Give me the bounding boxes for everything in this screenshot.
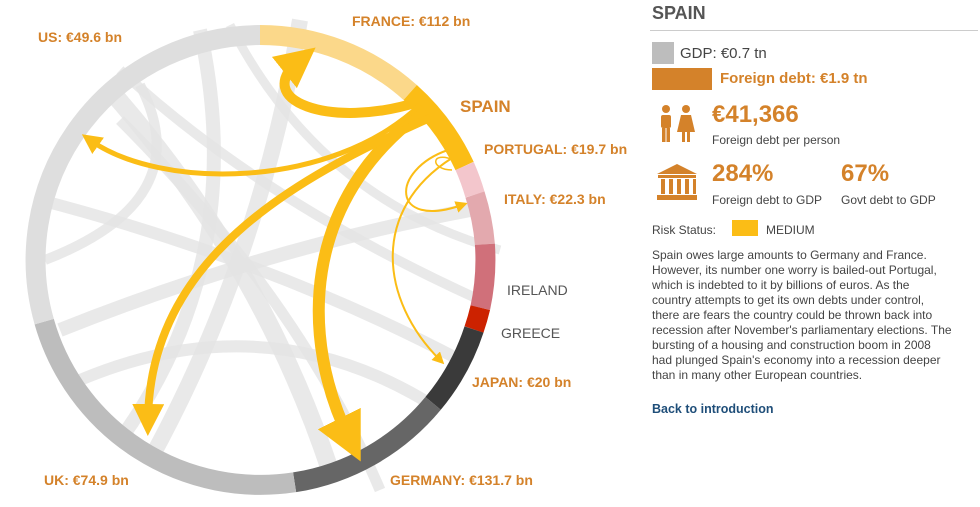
description-line: recession after November's parliamentary… <box>652 323 952 337</box>
foreign-debt-value: Foreign debt: €1.9 tn <box>720 70 868 87</box>
bg-flow <box>57 203 472 337</box>
risk-status-swatch <box>732 220 758 236</box>
debt-per-person-value: €41,366 <box>712 101 799 128</box>
risk-status-label: Risk Status: <box>652 223 717 237</box>
description-line: However, its number one worry is bailed-… <box>652 263 937 277</box>
ring-segment-portugal[interactable] <box>455 161 485 198</box>
label-uk[interactable]: UK: €74.9 bn <box>44 472 129 488</box>
ring-segment-italy[interactable] <box>465 191 495 246</box>
debt-chord-diagram: US: €49.6 bn FRANCE: €112 bn SPAIN PORTU… <box>25 13 627 495</box>
label-france[interactable]: FRANCE: €112 bn <box>352 13 470 29</box>
bg-flow <box>225 22 502 255</box>
title-divider <box>650 30 978 31</box>
flow-spain-portugal[interactable] <box>435 156 455 171</box>
flow-spain-france[interactable] <box>271 47 420 118</box>
bg-flow <box>43 82 162 265</box>
flow-spain-germany[interactable] <box>312 105 429 462</box>
label-japan[interactable]: JAPAN: €20 bn <box>472 374 571 390</box>
country-info-panel: SPAIN GDP: €0.7 tn Foreign debt: €1.9 tn… <box>650 0 978 507</box>
description-line: Spain owes large amounts to Germany and … <box>652 248 927 262</box>
bank-icon <box>657 164 697 200</box>
foreign-debt-swatch <box>652 68 712 90</box>
label-italy[interactable]: ITALY: €22.3 bn <box>504 191 606 207</box>
gdp-swatch <box>652 42 674 64</box>
label-spain[interactable]: SPAIN <box>460 97 511 116</box>
ring-segment-uk[interactable] <box>34 318 297 495</box>
description-line: had plunged Spain's economy into a reces… <box>652 353 941 367</box>
bg-flow <box>77 340 444 416</box>
people-icon <box>661 105 695 142</box>
govt-debt-gdp-label: Govt debt to GDP <box>841 193 936 207</box>
label-ireland[interactable]: IRELAND <box>507 282 568 298</box>
foreign-debt-gdp-value: 284% <box>712 160 774 187</box>
bg-flow <box>38 194 463 366</box>
panel-title: SPAIN <box>652 3 706 23</box>
flow-spain-us[interactable] <box>81 103 422 177</box>
label-germany[interactable]: GERMANY: €131.7 bn <box>390 472 533 488</box>
country-description: Spain owes large amounts to Germany and … <box>652 248 978 383</box>
label-portugal[interactable]: PORTUGAL: €19.7 bn <box>484 141 627 157</box>
spain-debt-flows <box>81 47 468 462</box>
ring-segment-japan[interactable] <box>425 326 484 410</box>
gdp-value: GDP: €0.7 tn <box>680 45 767 62</box>
description-line: than in many other European countries. <box>652 368 863 382</box>
ring-segment-germany[interactable] <box>292 396 441 493</box>
flow-spain-uk[interactable] <box>132 114 432 436</box>
ring-segment-us[interactable] <box>25 25 261 325</box>
description-line: there are fears the country could be thr… <box>652 308 933 322</box>
govt-debt-gdp-value: 67% <box>841 160 890 187</box>
back-to-introduction-link[interactable]: Back to introduction <box>652 402 774 416</box>
flow-spain-ireland[interactable] <box>391 157 453 365</box>
label-greece[interactable]: GREECE <box>501 325 560 341</box>
foreign-debt-gdp-label: Foreign debt to GDP <box>712 193 823 207</box>
description-line: which is indebted to it by billions of e… <box>652 278 910 292</box>
flow-spain-italy[interactable] <box>405 149 468 213</box>
label-us[interactable]: US: €49.6 bn <box>38 29 122 45</box>
ring-segment-greece[interactable] <box>464 305 491 333</box>
description-line: country attempts to get its own debts un… <box>652 293 925 307</box>
country-labels: US: €49.6 bn FRANCE: €112 bn SPAIN PORTU… <box>38 13 627 488</box>
ring-segment-ireland[interactable] <box>470 243 496 310</box>
debt-per-person-label: Foreign debt per person <box>712 133 841 147</box>
ring-segment-france[interactable] <box>259 25 417 101</box>
bg-flow <box>116 66 483 305</box>
risk-status-value: MEDIUM <box>766 223 815 237</box>
description-line: bursting of a housing and construction b… <box>652 338 931 352</box>
